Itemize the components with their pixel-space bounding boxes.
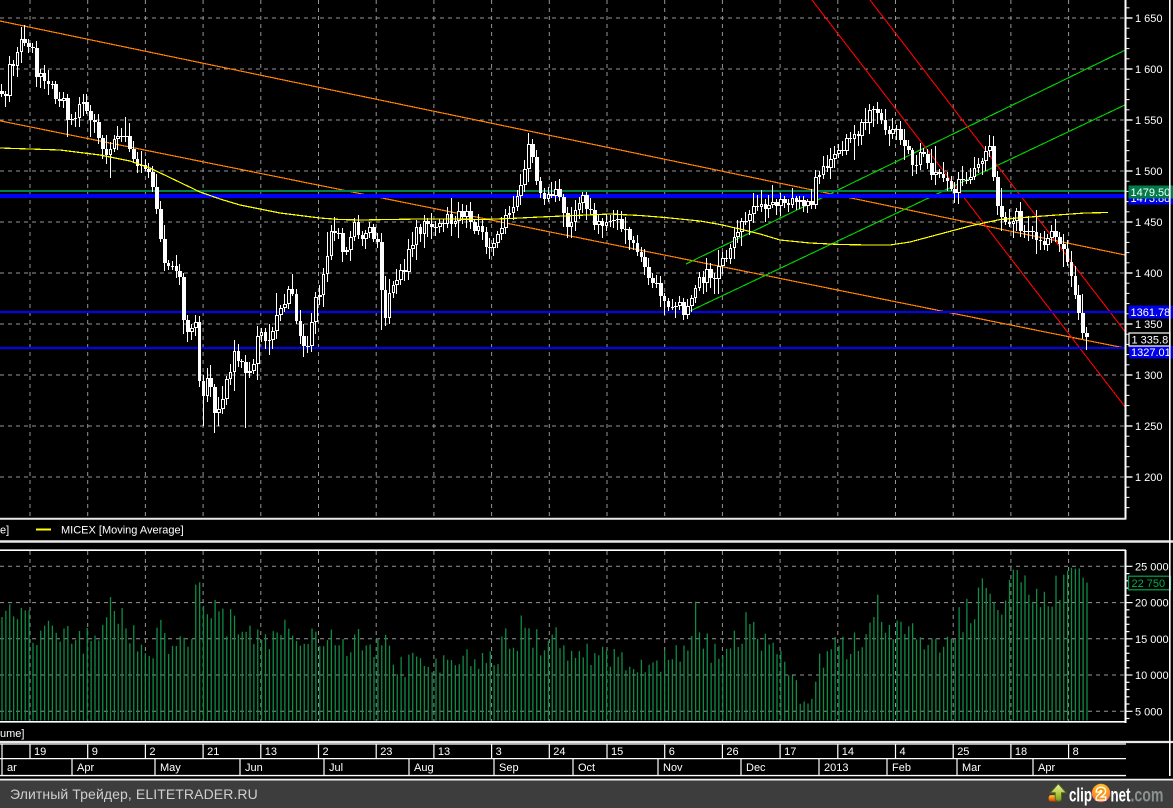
svg-text:13: 13 bbox=[438, 746, 450, 758]
svg-text:17: 17 bbox=[784, 746, 796, 758]
svg-text:ume]: ume] bbox=[0, 728, 24, 740]
svg-text:15 000: 15 000 bbox=[1135, 634, 1169, 646]
svg-text:1 500: 1 500 bbox=[1135, 166, 1163, 178]
svg-text:2013: 2013 bbox=[824, 762, 848, 774]
svg-text:Apr: Apr bbox=[77, 762, 94, 774]
svg-text:1 335.8: 1 335.8 bbox=[1132, 335, 1169, 347]
svg-text:25: 25 bbox=[957, 746, 969, 758]
svg-text:1361.78: 1361.78 bbox=[1131, 307, 1171, 319]
svg-text:ar: ar bbox=[7, 762, 17, 774]
svg-text:1 200: 1 200 bbox=[1135, 472, 1163, 484]
svg-text:9: 9 bbox=[92, 746, 98, 758]
svg-text:May: May bbox=[160, 762, 181, 774]
svg-text:Nov: Nov bbox=[663, 762, 683, 774]
svg-text:10 000: 10 000 bbox=[1135, 670, 1169, 682]
svg-text:23: 23 bbox=[380, 746, 392, 758]
svg-text:20 000: 20 000 bbox=[1135, 598, 1169, 610]
svg-text:.com: .com bbox=[1131, 785, 1164, 806]
svg-text:Dec: Dec bbox=[746, 762, 766, 774]
svg-text:1 550: 1 550 bbox=[1135, 115, 1163, 127]
svg-text:1479.50: 1479.50 bbox=[1131, 187, 1171, 199]
svg-text:2: 2 bbox=[149, 746, 155, 758]
svg-text:2: 2 bbox=[323, 746, 329, 758]
svg-text:5 000: 5 000 bbox=[1135, 706, 1163, 718]
svg-text:6: 6 bbox=[669, 746, 675, 758]
svg-text:25 000: 25 000 bbox=[1135, 561, 1169, 573]
svg-text:Oct: Oct bbox=[578, 762, 595, 774]
svg-text:1 350: 1 350 bbox=[1135, 319, 1163, 331]
svg-text:Apr: Apr bbox=[1038, 762, 1055, 774]
svg-text:clip: clip bbox=[1069, 785, 1092, 806]
svg-text:13: 13 bbox=[265, 746, 277, 758]
svg-text:1 650: 1 650 bbox=[1135, 13, 1163, 25]
svg-text:8: 8 bbox=[1073, 746, 1079, 758]
svg-text:1 400: 1 400 bbox=[1135, 268, 1163, 280]
svg-text:1 300: 1 300 bbox=[1135, 370, 1163, 382]
svg-text:18: 18 bbox=[1015, 746, 1027, 758]
svg-text:Sep: Sep bbox=[499, 762, 519, 774]
svg-text:Jul: Jul bbox=[329, 762, 343, 774]
svg-text:e]: e] bbox=[0, 525, 9, 537]
svg-text:1 600: 1 600 bbox=[1135, 64, 1163, 76]
svg-text:19: 19 bbox=[34, 746, 46, 758]
svg-text:21: 21 bbox=[207, 746, 219, 758]
svg-text:26: 26 bbox=[726, 746, 738, 758]
svg-text:Feb: Feb bbox=[892, 762, 911, 774]
svg-text:1327.01: 1327.01 bbox=[1131, 347, 1171, 359]
svg-text:Mar: Mar bbox=[962, 762, 981, 774]
svg-text:4: 4 bbox=[900, 746, 906, 758]
svg-text:14: 14 bbox=[842, 746, 854, 758]
svg-text:24: 24 bbox=[553, 746, 565, 758]
svg-text:2: 2 bbox=[1096, 785, 1105, 804]
svg-text:3: 3 bbox=[496, 746, 502, 758]
svg-text:1 450: 1 450 bbox=[1135, 217, 1163, 229]
svg-text:Элитный Трейдер, ELITETRADER.R: Элитный Трейдер, ELITETRADER.RU bbox=[10, 786, 258, 802]
svg-text:1 250: 1 250 bbox=[1135, 421, 1163, 433]
svg-text:Jun: Jun bbox=[245, 762, 263, 774]
svg-text:15: 15 bbox=[611, 746, 623, 758]
svg-text:net: net bbox=[1111, 785, 1131, 806]
svg-text:Aug: Aug bbox=[414, 762, 434, 774]
svg-text:22 750: 22 750 bbox=[1132, 578, 1166, 590]
svg-text:2: 2 bbox=[1096, 785, 1105, 804]
svg-text:MICEX [Moving Average]: MICEX [Moving Average] bbox=[61, 525, 184, 537]
